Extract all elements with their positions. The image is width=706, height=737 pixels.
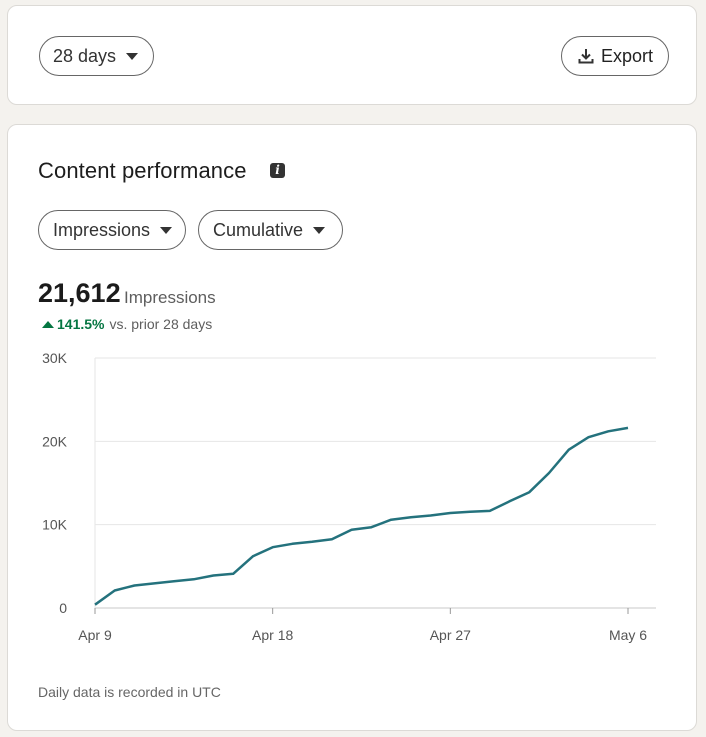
impressions-series-line: [94, 426, 629, 606]
triangle-up-icon: [42, 320, 54, 328]
x-tick-label: Apr 27: [430, 627, 471, 643]
total-unit: Impressions: [124, 288, 216, 307]
info-icon[interactable]: i: [270, 163, 285, 178]
export-label: Export: [601, 45, 654, 66]
caret-down-icon: [160, 226, 173, 234]
content-performance-card: Content performance i Impressions Cumula…: [7, 124, 697, 731]
section-title: Content performance: [38, 158, 247, 183]
y-tick-label: 30K: [42, 350, 68, 366]
caret-down-icon: [126, 52, 139, 60]
x-tick-label: Apr 18: [252, 627, 293, 643]
metric-dropdown-label: Impressions: [53, 219, 151, 240]
y-tick-label: 0: [59, 600, 67, 616]
date-range-label: 28 days: [53, 45, 117, 66]
toolbar-card: 28 days Export: [7, 5, 697, 105]
mode-dropdown-label: Cumulative: [213, 219, 304, 240]
date-range-dropdown[interactable]: 28 days: [39, 36, 154, 76]
change-percent: 141.5%: [57, 316, 105, 332]
metric-dropdown[interactable]: Impressions: [38, 210, 186, 250]
y-tick-label: 20K: [42, 433, 68, 449]
download-icon: [578, 49, 594, 64]
x-tick-label: Apr 9: [78, 627, 112, 643]
change-indicator: 141.5% vs. prior 28 days: [42, 316, 212, 332]
utc-footnote: Daily data is recorded in UTC: [38, 684, 221, 700]
y-tick-label: 10K: [42, 517, 68, 533]
change-caption: vs. prior 28 days: [109, 316, 213, 332]
impressions-line-chart: 0 10K 20K 30K Apr 9 Apr 18 Apr 27 May 6: [42, 350, 656, 643]
caret-down-icon: [313, 226, 326, 234]
export-button[interactable]: Export: [561, 36, 669, 76]
x-tick-label: May 6: [609, 627, 647, 643]
total-impressions: 21,612: [38, 278, 121, 308]
mode-dropdown[interactable]: Cumulative: [198, 210, 343, 250]
